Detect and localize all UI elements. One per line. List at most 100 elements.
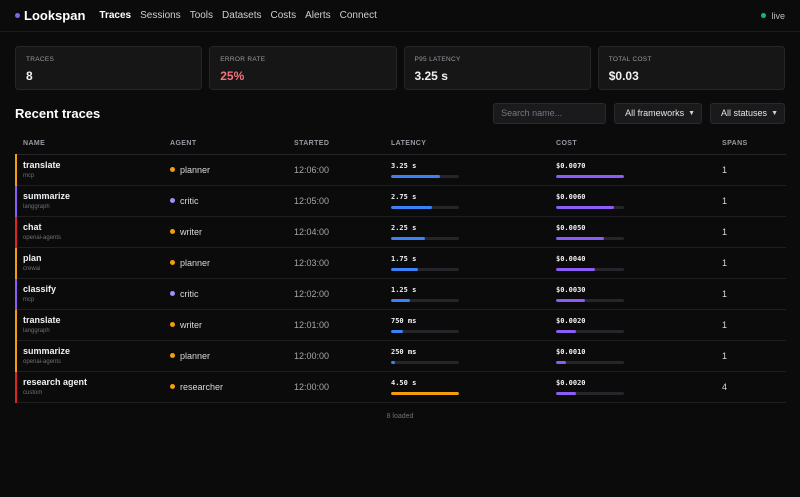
stats-row: TRACES 8 ERROR RATE 25% P95 LATENCY 3.25… xyxy=(0,32,800,90)
table-row[interactable]: classify mcp critic 12:02:00 1.25 s $0.0030 1 xyxy=(15,278,786,310)
search-input[interactable] xyxy=(493,102,607,124)
trace-framework: openai-agents xyxy=(23,235,62,241)
trace-framework: custom xyxy=(23,390,43,396)
logo[interactable]: Lookspan xyxy=(15,8,85,23)
agent-cell: researcher xyxy=(163,371,287,403)
latency-cell: 750 ms xyxy=(384,309,549,341)
recent-traces-header: Recent traces All frameworks ▼ All statu… xyxy=(0,102,800,124)
stat-card-total-cost: TOTAL COST $0.03 xyxy=(597,46,785,90)
started-cell: 12:02:00 xyxy=(287,278,384,310)
latency-value: 2.75 s xyxy=(391,192,417,201)
started-cell: 12:00:00 xyxy=(287,340,384,372)
status-select[interactable]: All statuses ▼ xyxy=(710,102,785,124)
filter-controls: All frameworks ▼ All statuses ▼ xyxy=(493,102,785,124)
stat-value: 3.25 s xyxy=(414,69,448,83)
agent-name: critic xyxy=(180,195,199,206)
cost-cell: $0.0010 xyxy=(549,340,715,372)
latency-bar xyxy=(391,360,459,364)
cost-value: $0.0030 xyxy=(556,285,586,294)
column-header-spans[interactable]: SPANS xyxy=(715,134,786,155)
agent-cell: planner xyxy=(163,340,287,372)
trace-name-cell: plan crewai xyxy=(15,247,163,279)
cost-bar xyxy=(556,267,624,271)
trace-framework: langgraph xyxy=(23,328,50,334)
cost-cell: $0.0040 xyxy=(549,247,715,279)
table-row[interactable]: summarize langgraph critic 12:05:00 2.75 s $0… xyxy=(15,185,786,217)
trace-framework: crewai xyxy=(23,266,41,272)
trace-name[interactable]: plan xyxy=(23,253,42,263)
cost-bar xyxy=(556,391,624,395)
latency-cell: 3.25 s xyxy=(384,154,549,186)
main-nav: Traces Sessions Tools Datasets Costs Ale… xyxy=(99,10,376,21)
started-cell: 12:00:00 xyxy=(287,371,384,403)
traces-table: NAME AGENT STARTED LATENCY COST SPANS tr… xyxy=(15,134,786,403)
agent-dot-icon xyxy=(170,353,175,358)
latency-value: 4.50 s xyxy=(391,378,417,387)
latency-cell: 2.25 s xyxy=(384,216,549,248)
trace-name[interactable]: translate xyxy=(23,160,61,170)
cost-value: $0.0070 xyxy=(556,161,586,170)
cost-value: $0.0040 xyxy=(556,254,586,263)
nav-alerts[interactable]: Alerts xyxy=(305,10,331,21)
live-status: live xyxy=(761,11,785,21)
cost-cell: $0.0060 xyxy=(549,185,715,217)
table-row[interactable]: chat openai-agents writer 12:04:00 2.25 s $0.… xyxy=(15,216,786,248)
cost-bar xyxy=(556,329,624,333)
agent-name: critic xyxy=(180,288,199,299)
table-header-row: NAME AGENT STARTED LATENCY COST SPANS xyxy=(16,134,786,155)
agent-cell: planner xyxy=(163,247,287,279)
column-header-agent[interactable]: AGENT xyxy=(163,134,287,155)
nav-costs[interactable]: Costs xyxy=(270,10,297,21)
trace-name[interactable]: summarize xyxy=(23,346,71,356)
table-row[interactable]: summarize openai-agents planner 12:00:00 250… xyxy=(15,340,786,372)
spans-cell: 1 xyxy=(715,185,786,217)
agent-tag: writer xyxy=(170,320,287,330)
agent-name: planner xyxy=(180,350,211,361)
table-row[interactable]: plan crewai planner 12:03:00 1.75 s $0.0040 1 xyxy=(15,247,786,279)
cost-cell: $0.0020 xyxy=(549,309,715,341)
column-header-name[interactable]: NAME xyxy=(16,134,163,155)
trace-name[interactable]: summarize xyxy=(23,191,71,201)
table-row[interactable]: research agent custom researcher 12:00:00 4.… xyxy=(15,371,786,403)
stat-value: 25% xyxy=(220,69,245,83)
nav-traces[interactable]: Traces xyxy=(99,10,132,21)
nav-sessions[interactable]: Sessions xyxy=(140,10,181,21)
nav-tools[interactable]: Tools xyxy=(189,10,214,21)
trace-framework: mcp xyxy=(23,173,35,179)
cost-cell: $0.0030 xyxy=(549,278,715,310)
column-header-cost[interactable]: COST xyxy=(549,134,715,155)
latency-value: 2.25 s xyxy=(391,223,417,232)
agent-dot-icon xyxy=(170,260,175,265)
trace-name[interactable]: translate xyxy=(23,315,61,325)
column-header-latency[interactable]: LATENCY xyxy=(384,134,549,155)
framework-select[interactable]: All frameworks ▼ xyxy=(614,102,703,124)
trace-name[interactable]: chat xyxy=(23,222,42,232)
cost-bar xyxy=(556,298,624,302)
cost-bar-fill xyxy=(556,236,605,240)
live-label: live xyxy=(771,10,785,21)
nav-datasets[interactable]: Datasets xyxy=(222,10,262,21)
spans-cell: 4 xyxy=(715,371,786,403)
agent-cell: critic xyxy=(163,185,287,217)
agent-name: planner xyxy=(180,164,211,175)
agent-name: planner xyxy=(180,257,211,268)
table-row[interactable]: translate langgraph writer 12:01:00 750 ms $0… xyxy=(15,309,786,341)
latency-bar-fill xyxy=(391,329,403,333)
latency-bar xyxy=(391,174,459,178)
nav-connect[interactable]: Connect xyxy=(339,10,377,21)
trace-name[interactable]: research agent xyxy=(23,377,88,387)
trace-name[interactable]: classify xyxy=(23,284,57,294)
latency-bar-fill xyxy=(391,298,411,302)
section-title: Recent traces xyxy=(15,105,101,121)
agent-dot-icon xyxy=(170,229,175,234)
agent-name: researcher xyxy=(180,381,224,392)
column-header-started[interactable]: STARTED xyxy=(287,134,384,155)
trace-framework: langgraph xyxy=(23,204,50,210)
agent-cell: planner xyxy=(163,154,287,186)
agent-tag: writer xyxy=(170,227,287,237)
table-row[interactable]: translate mcp planner 12:06:00 3.25 s $0.0070… xyxy=(15,154,786,186)
cost-cell: $0.0070 xyxy=(549,154,715,186)
trace-name-cell: classify mcp xyxy=(15,278,163,310)
latency-bar xyxy=(391,298,459,302)
agent-dot-icon xyxy=(170,291,175,296)
